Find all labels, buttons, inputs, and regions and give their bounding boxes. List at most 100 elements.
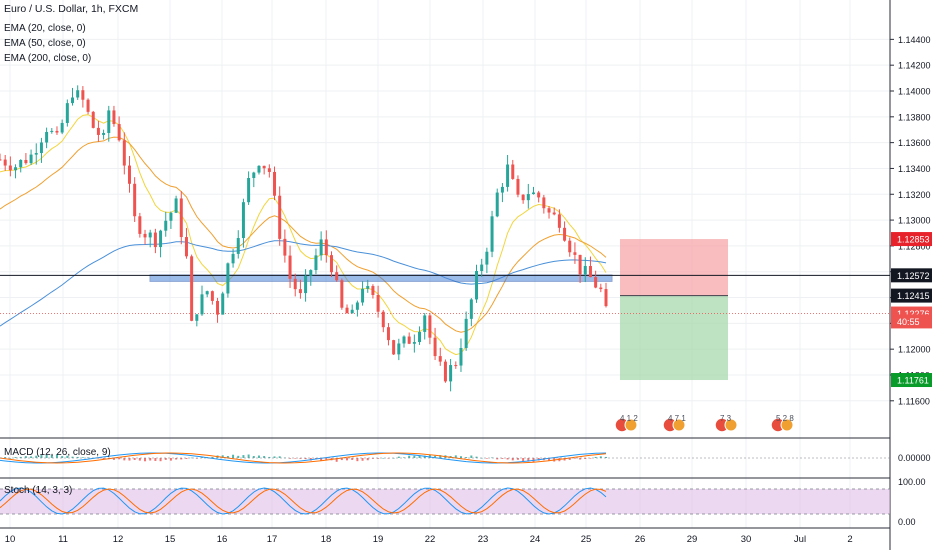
macd-bar <box>584 458 587 460</box>
candle-body <box>273 171 277 196</box>
ema-line-20 <box>0 114 607 356</box>
candle-body <box>112 110 116 125</box>
macd-bar <box>35 455 38 458</box>
candle-body <box>138 216 142 234</box>
candle-body <box>76 90 80 98</box>
candle-body <box>65 103 69 123</box>
y-tick-label: 1.14200 <box>898 61 931 71</box>
price-label: 1.12853 <box>891 232 932 247</box>
price-label: 1.12572 <box>891 268 932 283</box>
x-tick-label: 18 <box>321 534 332 545</box>
candle-body <box>231 253 235 264</box>
candle-body <box>298 289 302 294</box>
event-icon[interactable]: 4 1 2 <box>614 414 638 433</box>
candle-body <box>578 254 582 275</box>
stoch-axis-label: 100.00 <box>898 477 926 487</box>
event-icon[interactable]: 4 7 1 <box>662 414 686 433</box>
candle-body <box>169 212 173 221</box>
candle-body <box>319 239 323 256</box>
horizontal-lines[interactable] <box>0 274 890 315</box>
candle-body <box>340 280 344 308</box>
macd-bar <box>71 456 74 458</box>
candle-body <box>557 214 561 228</box>
y-tick-label: 1.12000 <box>898 345 931 355</box>
macd-bar <box>594 456 597 458</box>
stop-loss-zone[interactable] <box>620 239 728 296</box>
candle-body <box>153 232 157 248</box>
candle-body <box>0 159 2 161</box>
macd-bar <box>175 458 178 460</box>
macd-bar <box>180 458 183 460</box>
time-axis: 10 11 12 15 16 17 18 19 22 23 24 25 26 29 30 Jul 2 <box>5 534 853 545</box>
candle-body <box>190 256 194 321</box>
take-profit-zone[interactable] <box>620 295 728 381</box>
macd-bar <box>154 458 157 461</box>
macd-bar <box>465 457 468 458</box>
macd-bar <box>434 455 437 458</box>
macd-bar <box>133 458 136 461</box>
candle-body <box>329 255 333 273</box>
candle-body <box>563 227 567 241</box>
y-tick-label: 1.11600 <box>898 396 930 406</box>
macd-bar <box>14 457 17 458</box>
macd-bar <box>185 458 188 459</box>
macd-bar <box>423 455 426 458</box>
macd-bar <box>485 458 488 459</box>
x-tick-label: 11 <box>58 534 68 545</box>
candle-body <box>195 314 199 321</box>
macd-bar <box>97 458 100 459</box>
candle-body <box>485 251 489 265</box>
candle-body <box>490 216 494 252</box>
candle-body <box>293 278 297 290</box>
macd-bar <box>470 455 473 458</box>
resistance-band[interactable] <box>149 274 613 282</box>
macd-bar <box>9 457 12 459</box>
candle-body <box>210 291 214 301</box>
event-icon[interactable]: 5 2 8 <box>770 414 794 433</box>
candle-body <box>500 186 504 193</box>
x-tick-label: 2 <box>847 534 852 545</box>
candle-body <box>480 264 484 272</box>
candle-body <box>506 164 510 187</box>
candles <box>0 85 608 392</box>
macd-bar <box>128 458 131 461</box>
macd-bar <box>268 456 271 458</box>
x-tick-label: 10 <box>5 534 16 545</box>
macd-bar <box>501 458 504 459</box>
candle-body <box>71 97 75 104</box>
event-icons[interactable]: 4 1 2 4 7 1 7 3 5 2 8 <box>614 414 794 433</box>
candle-body <box>537 192 541 198</box>
candle-body <box>464 318 468 348</box>
candle-body <box>81 90 85 100</box>
candle-body <box>241 202 245 239</box>
candle-body <box>386 327 390 341</box>
candle-body <box>438 356 442 362</box>
price-label-text: 1.12276 <box>897 309 930 319</box>
stoch-pane <box>0 487 890 515</box>
candle-body <box>221 293 225 315</box>
candle-body <box>133 183 137 217</box>
position-tool[interactable] <box>620 239 728 381</box>
candle-body <box>376 294 380 312</box>
macd-bar <box>50 454 53 458</box>
y-tick-label: 1.13000 <box>898 216 931 226</box>
candle-body <box>184 237 188 257</box>
candle-body <box>521 194 525 201</box>
candle-body <box>8 165 12 171</box>
macd-bar <box>257 455 260 458</box>
candle-body <box>288 255 292 279</box>
event-icon[interactable]: 7 3 <box>714 414 738 433</box>
candle-body <box>345 307 349 314</box>
price-label-text: 1.12415 <box>897 291 930 301</box>
macd-bar <box>304 458 307 460</box>
macd-bar <box>81 457 84 458</box>
candle-body <box>568 240 572 253</box>
candle-body <box>371 286 375 295</box>
y-tick-label: 1.13400 <box>898 164 931 174</box>
macd-bar <box>325 458 328 461</box>
macd-bar <box>413 455 416 458</box>
candle-body <box>469 299 473 319</box>
macd-bar <box>340 458 343 461</box>
y-tick-label: 1.14000 <box>898 86 931 96</box>
